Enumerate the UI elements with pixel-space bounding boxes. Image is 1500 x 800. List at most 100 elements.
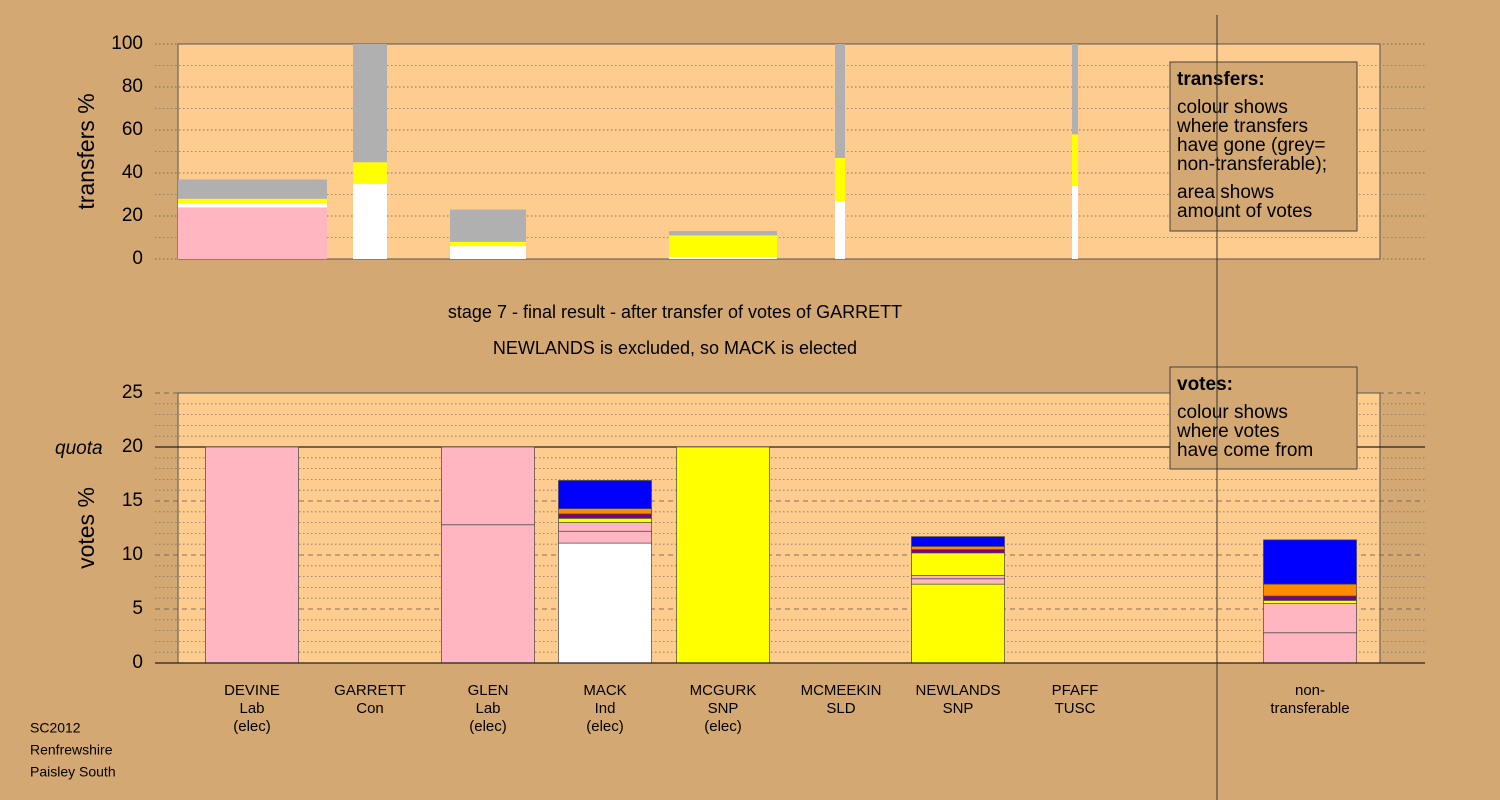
x-tick-label: (elec) (233, 718, 271, 735)
y-tick-label: 20 (122, 436, 143, 457)
bar-segment (1263, 600, 1357, 604)
bar-segment (1263, 595, 1357, 601)
y-tick-label: 0 (132, 652, 143, 673)
y-axis-label: votes % (73, 487, 99, 569)
y-tick-label: 80 (122, 76, 143, 97)
bar-segment (1263, 603, 1357, 634)
bar-segment (558, 522, 652, 532)
bar-segment (1263, 632, 1357, 664)
bar-segment (441, 524, 535, 664)
bar-segment (558, 480, 652, 509)
legend-title: transfers: (1177, 69, 1265, 90)
y-tick-label: 10 (122, 544, 143, 565)
bar-segment (1072, 134, 1078, 186)
bar-segment (911, 578, 1005, 585)
x-tick-label: SLD (826, 700, 855, 717)
bar-segment (669, 235, 777, 257)
bar-segment (835, 157, 845, 201)
y-tick-label: 0 (132, 248, 143, 269)
y-tick-label: 60 (122, 119, 143, 140)
x-tick-label: non- (1295, 682, 1325, 699)
legend-text: where votes (1176, 421, 1279, 442)
legend-text: colour shows (1177, 97, 1288, 118)
bar-segment (1263, 583, 1357, 597)
footer-text: SC2012 (30, 720, 81, 736)
x-tick-label: TUSC (1055, 700, 1096, 717)
bar-segment (911, 536, 1005, 547)
x-tick-label: NEWLANDS (915, 682, 1000, 699)
x-tick-label: DEVINE (224, 682, 280, 699)
legend-text: have come from (1177, 440, 1313, 461)
x-tick-label: Ind (595, 700, 616, 717)
legend-text: area shows (1177, 182, 1274, 203)
x-tick-label: MACK (583, 682, 626, 699)
y-tick-label: 100 (111, 33, 143, 54)
bar-segment (558, 530, 652, 544)
bar-segment (450, 209, 526, 242)
y-tick-label: 25 (122, 382, 143, 403)
bar-segment (178, 198, 327, 204)
chart-title: NEWLANDS is excluded, so MACK is elected (493, 338, 857, 358)
x-tick-label: SNP (943, 700, 974, 717)
bar-segment (1072, 44, 1078, 135)
y-tick-label: 40 (122, 162, 143, 183)
legend-title: votes: (1177, 374, 1233, 395)
y-tick-label: 5 (132, 598, 143, 619)
bar-segment (911, 552, 1005, 576)
legend-text: amount of votes (1177, 201, 1312, 222)
bar-segment (911, 583, 1005, 664)
bar-segment (178, 203, 327, 208)
bar-segment (911, 575, 1005, 580)
bar-segment (353, 162, 387, 184)
bar-segment (558, 542, 652, 664)
bar-segment (178, 179, 327, 199)
legend-box (1169, 366, 1358, 470)
y-axis-label: transfers % (73, 93, 99, 209)
bar-segment (441, 446, 535, 526)
x-tick-label: (elec) (469, 718, 507, 735)
bar-segment (450, 241, 526, 247)
x-tick-label: PFAFF (1052, 682, 1099, 699)
bar-segment (835, 200, 845, 259)
legend-text: non-transferable); (1177, 154, 1327, 175)
x-tick-label: GLEN (468, 682, 509, 699)
footer-text: Renfrewshire (30, 742, 113, 758)
x-tick-label: Lab (239, 700, 264, 717)
bar-segment (353, 183, 387, 259)
bar-segment (450, 246, 526, 259)
bar-segment (353, 44, 387, 163)
legend-box (1169, 61, 1358, 232)
bar-segment (558, 508, 652, 515)
x-tick-label: Con (356, 700, 384, 717)
x-tick-label: GARRETT (334, 682, 406, 699)
y-tick-label: 15 (122, 490, 143, 511)
x-tick-label: SNP (708, 700, 739, 717)
chart-title: stage 7 - final result - after transfer … (448, 302, 902, 322)
x-tick-label: (elec) (704, 718, 742, 735)
bar-segment (205, 446, 299, 664)
legend-text: have gone (grey= (1177, 135, 1325, 156)
bar-segment (911, 546, 1005, 550)
y-tick-label: 20 (122, 205, 143, 226)
bar-segment (911, 549, 1005, 554)
x-tick-label: (elec) (586, 718, 624, 735)
bar-segment (676, 446, 770, 664)
bar-segment (558, 513, 652, 519)
bar-segment (1263, 539, 1357, 585)
x-tick-label: transferable (1270, 700, 1349, 717)
x-tick-label: MCGURK (690, 682, 757, 699)
footer-text: Paisley South (30, 764, 116, 780)
bar-segment (558, 517, 652, 523)
legend-text: colour shows (1177, 402, 1288, 423)
bar-segment (178, 207, 327, 259)
x-tick-label: Lab (475, 700, 500, 717)
legend-text: where transfers (1176, 116, 1308, 137)
quota-label: quota (55, 438, 103, 459)
bar-segment (669, 231, 777, 236)
x-tick-label: MCMEEKIN (801, 682, 882, 699)
bar-segment (1072, 185, 1078, 259)
bar-segment (835, 44, 845, 158)
bar-segment (669, 256, 777, 259)
